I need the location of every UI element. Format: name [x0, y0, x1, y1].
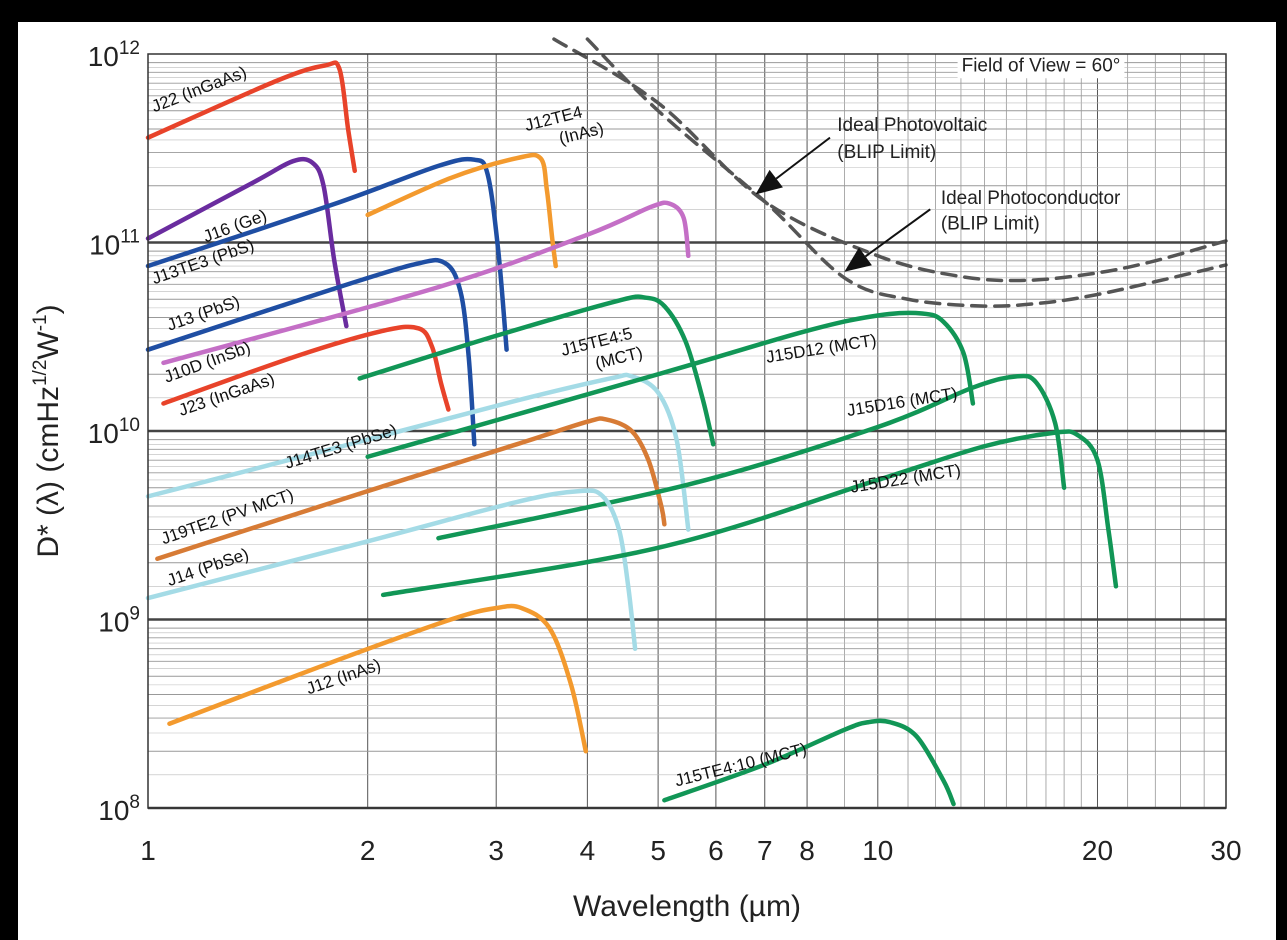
x-tick-label: 10	[862, 835, 893, 866]
x-tick-label: 5	[650, 835, 666, 866]
y-tick-label: 108	[98, 792, 140, 826]
series-line-3	[365, 152, 558, 269]
series-line-6	[161, 324, 451, 412]
x-tick-label: 3	[488, 835, 504, 866]
x-tick-label: 20	[1082, 835, 1113, 866]
series-line-4	[145, 257, 477, 447]
y-tick-label: 109	[98, 604, 140, 638]
series-label-11: J15D16 (MCT)	[846, 384, 959, 420]
chart: J22 (InGaAs)J16 (Ge)J13TE3 (PbS)J12TE4(I…	[30, 37, 1242, 923]
x-tick-label: 8	[799, 835, 815, 866]
series-line-7	[357, 294, 716, 447]
x-axis-label: Wavelength (µm)	[573, 890, 801, 923]
series-line-15	[662, 718, 956, 807]
series-line-0	[145, 60, 358, 174]
series-layer	[145, 37, 1228, 807]
series-line-1	[145, 156, 349, 329]
x-tick-label: 30	[1210, 835, 1241, 866]
series-line-5	[161, 200, 691, 366]
annotation-ideal-photovoltaic-line2: (BLIP Limit)	[837, 142, 936, 163]
photoconductor-arrow-head	[844, 247, 872, 272]
series-line-11	[436, 373, 1067, 541]
field-of-view-box	[957, 53, 1125, 79]
series-line-17	[585, 37, 1228, 308]
series-line-9	[365, 310, 976, 460]
series-line-14	[167, 603, 589, 754]
x-tick-label: 2	[360, 835, 376, 866]
series-line-16	[552, 37, 1228, 283]
x-tick-label: 7	[757, 835, 773, 866]
photoconductor-arrow-shaft	[864, 208, 931, 258]
y-tick-label: 1010	[88, 415, 140, 449]
x-tick-label: 1	[140, 835, 156, 866]
y-axis-ticks: 108 109 1010 1011 1012	[88, 38, 140, 826]
x-tick-label: 4	[580, 835, 596, 866]
plot-border	[147, 53, 1227, 809]
series-line-2	[145, 156, 509, 352]
annotation-ideal-photoconductor-line1: Ideal Photoconductor	[941, 188, 1121, 209]
series-line-8	[145, 372, 691, 532]
y-tick-label: 1011	[89, 227, 140, 261]
series-line-10	[155, 416, 667, 562]
series-label-8: J14TE3 (PbSe)	[283, 420, 400, 472]
x-axis-ticks: 1 2 3 4 5 6 7 8 10 20 30	[140, 835, 1241, 866]
y-axis-label: D* (λ) (cmHz1/2W-1)	[30, 304, 65, 557]
series-label-15: J15TE4:10 (MCT)	[673, 739, 809, 790]
chart-frame: J22 (InGaAs) J16 (Ge) J13TE3 (PbS) J12TE4 (I…	[18, 22, 1276, 940]
annotations: Field of View = 60° Ideal Photovoltaic (BL…	[755, 53, 1125, 272]
photovoltaic-arrow-head	[755, 169, 783, 195]
series-line-13	[380, 429, 1119, 598]
annotation-ideal-photovoltaic-line1: Ideal Photovoltaic	[837, 115, 987, 136]
series-line-12	[145, 488, 638, 651]
x-tick-label: 6	[708, 835, 724, 866]
annotation-ideal-photoconductor-line2: (BLIP Limit)	[941, 214, 1040, 235]
annotation-field-of-view: Field of View = 60°	[962, 55, 1121, 76]
y-tick-label: 1012	[88, 38, 140, 72]
photovoltaic-arrow-shaft	[775, 136, 831, 180]
